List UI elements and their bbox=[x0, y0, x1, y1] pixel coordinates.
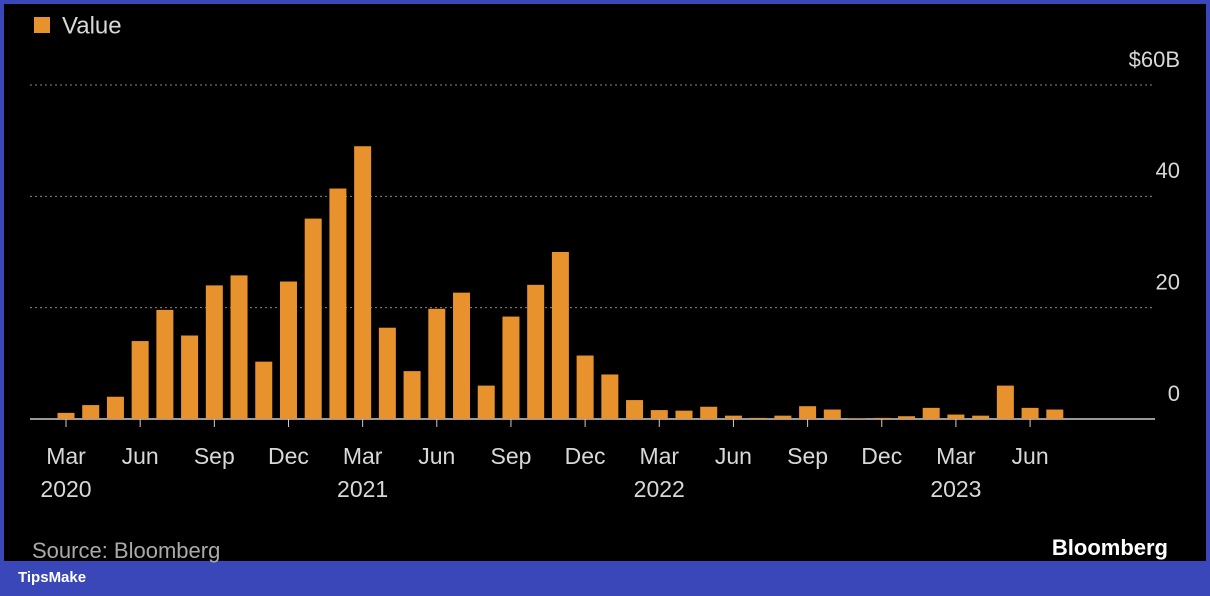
bar bbox=[453, 292, 471, 419]
bar bbox=[403, 371, 421, 419]
bar bbox=[897, 416, 915, 419]
bar bbox=[502, 316, 520, 419]
footer-brand: TipsMake bbox=[18, 569, 86, 586]
bar bbox=[675, 410, 693, 419]
bar bbox=[205, 285, 223, 419]
x-tick-label: Mar 2022 bbox=[633, 443, 685, 502]
bar bbox=[527, 284, 545, 419]
x-tick-label: Sep bbox=[193, 443, 235, 469]
bar bbox=[650, 410, 668, 419]
bar bbox=[848, 418, 866, 419]
bar bbox=[601, 374, 619, 419]
logo: Bloomberg bbox=[1052, 535, 1168, 560]
y-tick-label: $60B bbox=[1129, 47, 1180, 72]
bar bbox=[428, 308, 446, 419]
y-tick-label: 40 bbox=[1156, 158, 1180, 183]
bar bbox=[156, 309, 174, 419]
bar bbox=[551, 252, 569, 419]
bar bbox=[922, 407, 940, 419]
bar bbox=[947, 414, 965, 419]
x-tick-label: Dec bbox=[268, 443, 309, 469]
bar bbox=[749, 417, 767, 419]
bar bbox=[626, 400, 644, 419]
bar bbox=[873, 417, 891, 419]
y-tick-label: 0 bbox=[1168, 381, 1180, 406]
bar bbox=[181, 335, 199, 419]
bar bbox=[1046, 409, 1064, 419]
source: Source: Bloomberg bbox=[32, 538, 220, 563]
x-tick-label: Mar 2023 bbox=[930, 443, 982, 502]
x-tick-label: Jun bbox=[121, 443, 159, 469]
bar bbox=[700, 406, 718, 419]
bar bbox=[799, 406, 817, 419]
bar bbox=[131, 341, 149, 419]
x-tick-label: Jun bbox=[714, 443, 752, 469]
x-tick-label: Sep bbox=[490, 443, 532, 469]
bar bbox=[823, 409, 841, 419]
x-tick-label: Jun bbox=[1011, 443, 1049, 469]
bar bbox=[477, 385, 495, 419]
legend-label: Value bbox=[62, 12, 122, 39]
bar bbox=[329, 188, 347, 419]
background bbox=[4, 4, 1206, 561]
x-tick-label: Dec bbox=[861, 443, 903, 469]
bar bbox=[255, 361, 273, 419]
bar bbox=[354, 146, 372, 419]
bar bbox=[230, 275, 248, 419]
bar bbox=[279, 281, 297, 419]
bar bbox=[576, 355, 594, 419]
x-tick-label: Dec bbox=[564, 443, 606, 469]
bar bbox=[82, 405, 100, 419]
legend-swatch bbox=[34, 17, 50, 33]
x-tick-label: Sep bbox=[787, 443, 829, 469]
bar bbox=[378, 327, 396, 419]
y-tick-label: 20 bbox=[1156, 269, 1180, 294]
bar bbox=[724, 415, 742, 419]
bar bbox=[1021, 407, 1039, 419]
x-tick-label: Jun bbox=[418, 443, 456, 469]
bar bbox=[304, 218, 322, 419]
bar bbox=[972, 415, 990, 419]
bar bbox=[106, 396, 124, 419]
x-tick-label: Mar 2021 bbox=[337, 443, 389, 502]
x-tick-label: Mar 2020 bbox=[40, 443, 92, 502]
bar bbox=[57, 412, 75, 419]
bar bbox=[774, 415, 792, 419]
bar bbox=[996, 385, 1014, 419]
